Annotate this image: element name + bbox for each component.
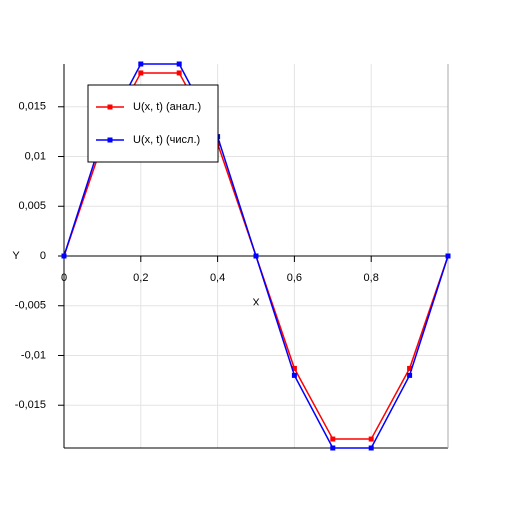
y-tick-label: 0,015 — [18, 101, 46, 113]
x-tick-label: 0,4 — [210, 272, 225, 284]
point — [445, 253, 451, 259]
point — [291, 372, 297, 378]
x-tick-label: 0,2 — [133, 272, 148, 284]
legend — [87, 84, 219, 163]
point — [330, 445, 336, 451]
legend-swatch — [107, 104, 113, 110]
y-tick-label: -0,005 — [15, 300, 46, 312]
point — [368, 436, 374, 442]
y-axis-label: Y — [12, 250, 20, 262]
x-tick-label: 0,6 — [287, 272, 302, 284]
y-tick-label: -0,015 — [15, 399, 46, 411]
point — [61, 253, 67, 259]
y-tick-label: 0,01 — [25, 150, 46, 162]
point — [291, 365, 297, 371]
point — [176, 70, 182, 76]
point — [176, 61, 182, 67]
y-tick-label: 0 — [40, 250, 46, 262]
legend-label: U(x, t) (числ.) — [133, 134, 200, 146]
point — [330, 436, 336, 442]
x-tick-label: 0,8 — [364, 272, 379, 284]
legend-label: U(x, t) (анал.) — [133, 101, 201, 113]
point — [407, 372, 413, 378]
legend-swatch — [107, 137, 113, 143]
x-axis-label: X — [252, 297, 260, 309]
point — [138, 61, 144, 67]
point — [407, 365, 413, 371]
point — [368, 445, 374, 451]
point — [138, 70, 144, 76]
point — [253, 253, 259, 259]
y-tick-label: -0,01 — [21, 349, 46, 361]
y-tick-label: 0,005 — [18, 200, 46, 212]
